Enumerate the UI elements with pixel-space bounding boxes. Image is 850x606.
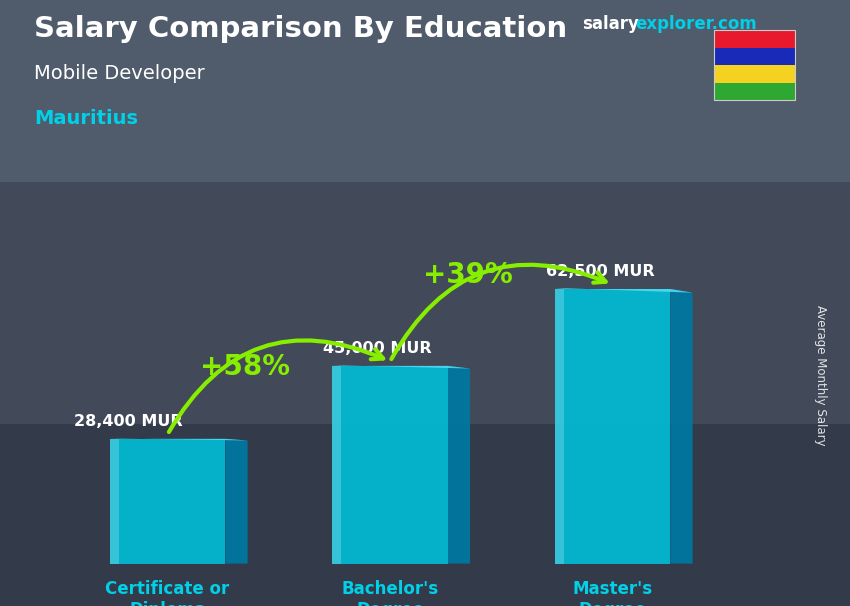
Text: 45,000 MUR: 45,000 MUR (323, 341, 432, 356)
Polygon shape (332, 365, 470, 368)
Text: Mauritius: Mauritius (34, 109, 138, 128)
Polygon shape (332, 366, 448, 564)
Text: 62,500 MUR: 62,500 MUR (546, 264, 654, 279)
Text: salary: salary (582, 15, 639, 33)
Text: Average Monthly Salary: Average Monthly Salary (813, 305, 827, 446)
Text: Mobile Developer: Mobile Developer (34, 64, 205, 82)
Text: +39%: +39% (423, 261, 513, 288)
Polygon shape (671, 289, 693, 564)
Polygon shape (555, 289, 564, 564)
Polygon shape (110, 439, 247, 441)
Polygon shape (225, 439, 247, 564)
Polygon shape (332, 366, 341, 564)
Polygon shape (110, 439, 225, 564)
Text: +58%: +58% (201, 353, 291, 381)
Polygon shape (448, 366, 470, 564)
Text: explorer.com: explorer.com (635, 15, 756, 33)
Polygon shape (110, 439, 118, 564)
Polygon shape (555, 288, 693, 293)
Polygon shape (555, 289, 671, 564)
Text: 28,400 MUR: 28,400 MUR (74, 414, 183, 429)
Text: Salary Comparison By Education: Salary Comparison By Education (34, 15, 567, 43)
